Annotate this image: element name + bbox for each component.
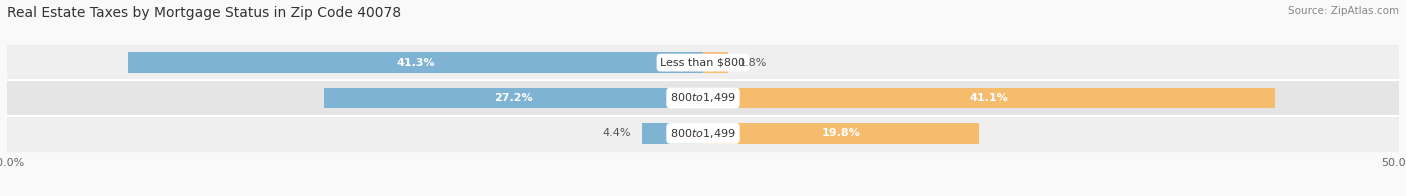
Text: Less than $800: Less than $800 — [661, 58, 745, 68]
Bar — [703, 88, 1275, 108]
Bar — [325, 88, 703, 108]
Bar — [7, 116, 1399, 151]
Bar — [7, 45, 1399, 80]
Bar — [703, 123, 979, 144]
Text: 4.4%: 4.4% — [602, 128, 631, 138]
Text: 27.2%: 27.2% — [495, 93, 533, 103]
Text: 41.1%: 41.1% — [970, 93, 1008, 103]
Text: Source: ZipAtlas.com: Source: ZipAtlas.com — [1288, 6, 1399, 16]
Bar — [128, 52, 703, 73]
Text: 1.8%: 1.8% — [740, 58, 768, 68]
Text: 19.8%: 19.8% — [821, 128, 860, 138]
Text: $800 to $1,499: $800 to $1,499 — [671, 127, 735, 140]
Bar — [641, 123, 703, 144]
Text: $800 to $1,499: $800 to $1,499 — [671, 92, 735, 104]
Bar — [7, 80, 1399, 116]
Text: 41.3%: 41.3% — [396, 58, 434, 68]
Bar — [703, 52, 728, 73]
Text: Real Estate Taxes by Mortgage Status in Zip Code 40078: Real Estate Taxes by Mortgage Status in … — [7, 6, 401, 20]
